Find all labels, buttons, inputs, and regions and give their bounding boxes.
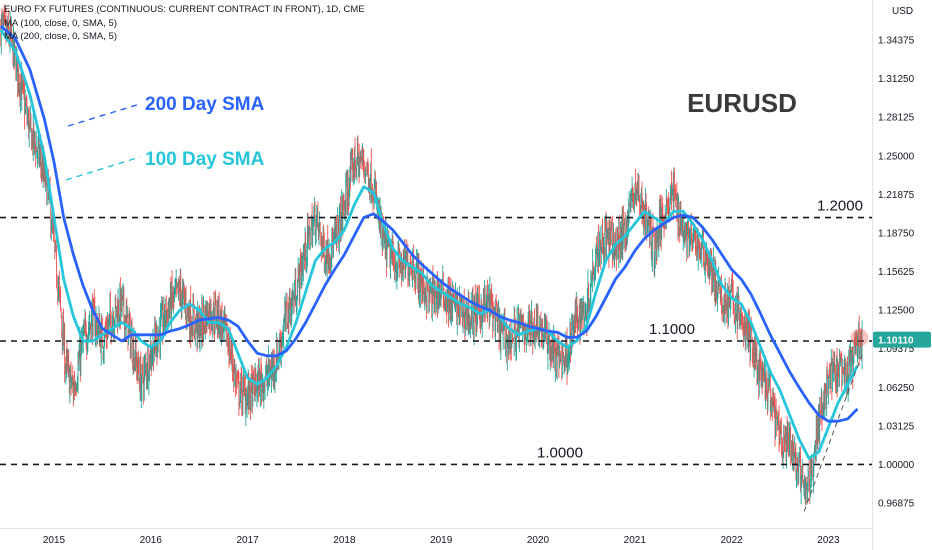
x-tick-label: 2016: [140, 535, 163, 546]
sma-200-line: [0, 25, 859, 423]
x-tick-label: 2018: [333, 535, 356, 546]
x-tick-label: 2021: [624, 535, 647, 546]
y-tick-label: 1.18750: [878, 228, 915, 239]
sma-100-line: [0, 29, 859, 460]
indicator-label-ma100[interactable]: MA (100, close, 0, SMA, 5): [4, 18, 117, 29]
sma-lines-layer: [0, 25, 869, 512]
x-tick-label: 2017: [236, 535, 259, 546]
chart-title: EURUSD: [687, 88, 797, 118]
x-tick-label: 2019: [430, 535, 453, 546]
price-bars-layer: [0, 4, 863, 506]
y-tick-label: 1.09375: [878, 344, 915, 355]
y-tick-label: 1.25000: [878, 151, 915, 162]
indicator-label-ma200[interactable]: MA (200, close, 0, SMA, 5): [4, 31, 117, 42]
y-tick-label: 1.34375: [878, 36, 915, 47]
y-tick-label: 1.21875: [878, 190, 915, 201]
y-tick-label: 0.96875: [878, 499, 915, 510]
x-tick-label: 2015: [43, 535, 66, 546]
y-tick-label: 1.31250: [878, 74, 915, 85]
y-tick-label: 1.12500: [878, 306, 915, 317]
y-tick-label: 1.28125: [878, 113, 915, 124]
x-tick-label: 2020: [527, 535, 550, 546]
sma-100-annotation: 100 Day SMA: [145, 149, 265, 170]
trend-line: [803, 350, 864, 512]
currency-label: USD: [892, 6, 913, 17]
x-tick-label: 2023: [817, 535, 840, 546]
x-tick-label: 2022: [720, 535, 743, 546]
annotations-layer: 200 Day SMA 100 Day SMA EURUSD: [65, 88, 797, 181]
level-label-1.0000: 1.0000: [537, 444, 583, 461]
last-price-tag: [873, 331, 931, 348]
level-label-1.2000: 1.2000: [817, 198, 863, 215]
chart-header-title: EURO FX FUTURES (CONTINUOUS: CURRENT CON…: [4, 4, 365, 15]
last-price-label: 1.10110: [878, 336, 914, 347]
sma-100-pointer: [65, 156, 141, 181]
sma-200-annotation: 200 Day SMA: [145, 94, 265, 115]
y-tick-label: 1.06250: [878, 383, 915, 394]
y-tick-label: 1.15625: [878, 267, 915, 278]
last-price-marker: [850, 328, 869, 347]
horizontal-levels-layer: 1.2000 1.1000 1.0000: [0, 198, 872, 466]
y-tick-label: 1.00000: [878, 460, 915, 471]
level-label-1.1000: 1.1000: [649, 321, 695, 338]
y-tick-label: 1.03125: [878, 421, 915, 432]
sma-200-pointer: [67, 103, 141, 127]
